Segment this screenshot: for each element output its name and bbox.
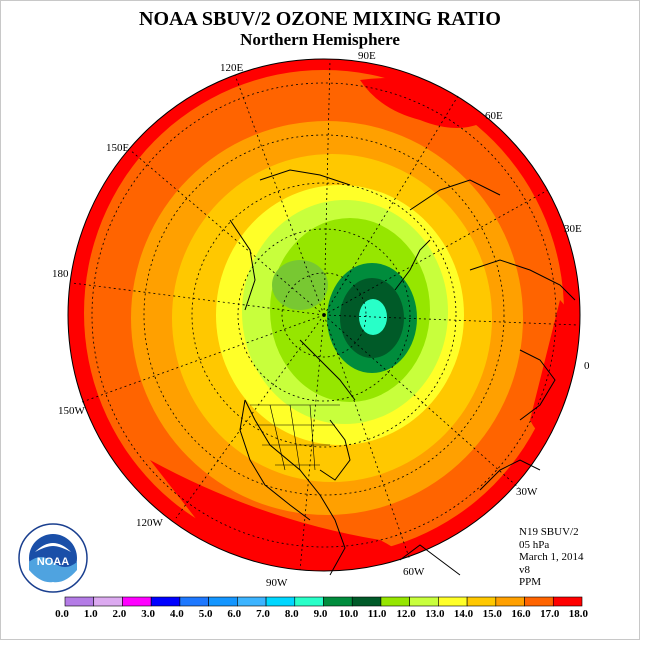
color-scale-tick-label: 16.0 <box>511 608 531 620</box>
info-date: March 1, 2014 <box>519 551 584 563</box>
color-swatch <box>495 596 525 607</box>
graticule <box>71 59 579 571</box>
lon-label-120w: 120W <box>136 517 163 529</box>
color-swatch <box>552 596 583 607</box>
color-scale-tick-label: 5.0 <box>198 608 213 620</box>
color-scale-tick-label: 3.0 <box>141 608 156 620</box>
color-swatch <box>380 596 410 607</box>
page-subtitle: Northern Hemisphere <box>240 30 400 49</box>
lon-label-120e: 120E <box>220 62 244 74</box>
lon-label-150e: 150E <box>106 142 130 154</box>
lon-label-150w: 150W <box>58 405 85 417</box>
color-scale-tick-label: 10.0 <box>339 608 359 620</box>
color-scale-tick-label: 12.0 <box>396 608 416 620</box>
contour-band-8 <box>359 299 387 335</box>
color-swatch <box>237 596 267 607</box>
contour-band-11-west <box>272 260 328 310</box>
color-scale-tick-label: 2.0 <box>112 608 127 620</box>
page-title: NOAA SBUV/2 OZONE MIXING RATIO <box>139 8 501 30</box>
lon-label-30e: 30E <box>564 223 582 235</box>
info-units: PPM <box>519 576 542 588</box>
color-scale-tick-label: 8.0 <box>284 608 299 620</box>
us-state-borders <box>250 404 340 471</box>
color-scale-tick-label: 0.0 <box>55 608 69 620</box>
color-scale-tick-label: 7.0 <box>256 608 270 620</box>
color-swatch <box>294 596 324 607</box>
lon-label-180: 180 <box>52 268 69 280</box>
lon-label-0: 0 <box>584 360 590 372</box>
color-swatch <box>122 596 152 607</box>
logo-text: NOAA <box>37 556 69 568</box>
map-boundary <box>67 58 581 572</box>
info-level: 05 hPa <box>519 538 550 551</box>
color-swatch <box>409 596 439 607</box>
lon-label-30w: 30W <box>516 486 538 498</box>
color-scale-tick-label: 15.0 <box>482 608 502 620</box>
noaa-logo: NOAA <box>18 523 88 593</box>
color-swatch <box>179 596 209 607</box>
coastlines <box>229 169 576 576</box>
color-swatch <box>64 596 95 607</box>
contour-band-17-north <box>360 78 500 128</box>
color-scale-tick-label: 6.0 <box>227 608 242 620</box>
color-swatch <box>150 596 181 607</box>
info-satellite: N19 SBUV/2 <box>519 526 579 538</box>
polar-map: NOAA <box>18 58 583 607</box>
color-swatch <box>438 596 468 607</box>
color-scale-tick-label: 11.0 <box>367 608 387 620</box>
color-scale-tick-label: 17.0 <box>540 608 560 620</box>
info-version: v8 <box>519 563 530 576</box>
color-swatch <box>466 596 497 607</box>
lon-label-90w: 90W <box>266 577 288 589</box>
color-swatch <box>323 596 353 607</box>
lon-label-90e: 90E <box>358 50 376 62</box>
info-block: N19 SBUV/2 05 hPa March 1, 2014 v8 PPM <box>519 526 583 589</box>
color-swatch <box>524 596 554 607</box>
color-scale-tick-label: 9.0 <box>313 608 328 620</box>
ozone-field <box>68 59 580 571</box>
color-scale-tick-label: 14.0 <box>453 608 474 620</box>
color-scale-tick-label: 18.0 <box>568 608 589 620</box>
color-scale-tick-label: 13.0 <box>425 608 445 620</box>
color-scale-bar <box>64 596 583 607</box>
color-swatch <box>208 596 238 607</box>
color-scale-tick-label: 1.0 <box>83 608 98 620</box>
lon-label-60e: 60E <box>485 110 503 122</box>
color-scale-tick-label: 4.0 <box>169 608 184 620</box>
color-swatch <box>265 596 296 607</box>
color-swatch <box>93 596 123 607</box>
lon-label-60w: 60W <box>403 566 425 578</box>
color-swatch <box>351 596 382 607</box>
